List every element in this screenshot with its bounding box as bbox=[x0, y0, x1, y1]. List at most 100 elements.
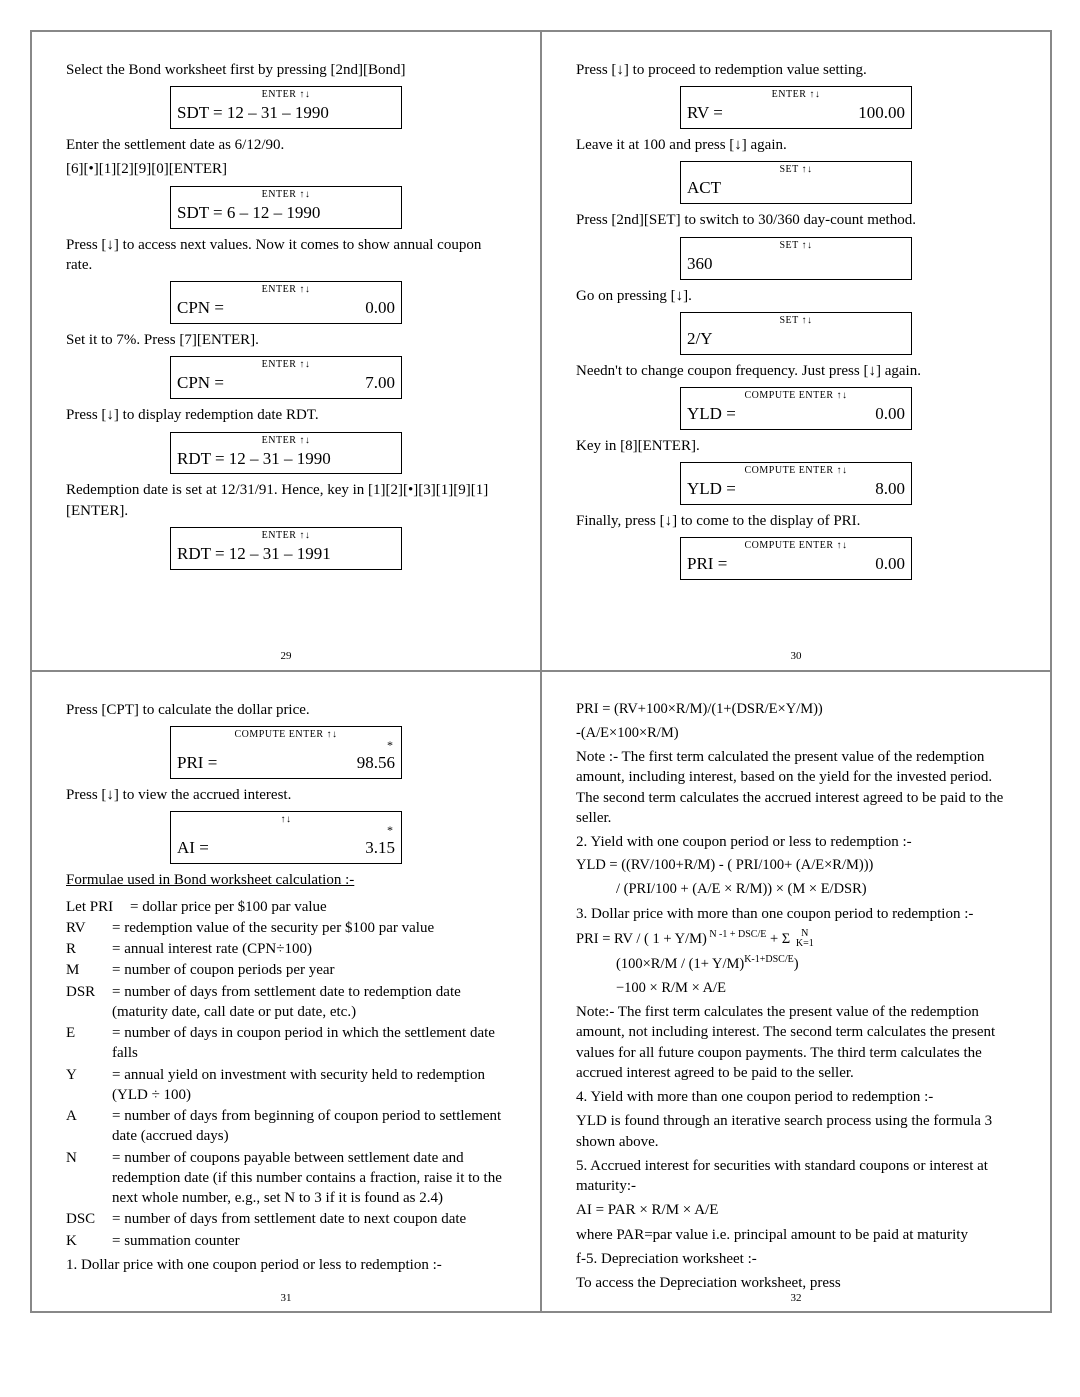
calc-header: ENTER ↑↓ bbox=[171, 433, 401, 446]
formula-text: (100×R/M / (1+ Y/M)K-1+DSC/E) bbox=[616, 953, 1016, 974]
page-number: 32 bbox=[542, 1291, 1050, 1306]
calc-header: ENTER ↑↓ bbox=[171, 528, 401, 541]
calc-display: COMPUTE ENTER ↑↓ YLD = 0.00 bbox=[680, 387, 912, 430]
calc-value-right: 7.00 bbox=[365, 372, 395, 395]
calc-header: ENTER ↑↓ bbox=[171, 187, 401, 200]
calc-value-left: CPN = bbox=[177, 372, 224, 395]
list-item-heading: 4. Yield with more than one coupon perio… bbox=[576, 1087, 1016, 1107]
note-text: Note :- The first term calculated the pr… bbox=[576, 747, 1016, 828]
formula-text: AI = PAR × R/M × A/E bbox=[576, 1200, 1016, 1220]
definition-key: RV bbox=[66, 918, 112, 938]
calc-value-right: 0.00 bbox=[875, 553, 905, 576]
formula-text: PRI = RV / ( 1 + Y/M) N -1 + DSC/E + Σ N… bbox=[576, 928, 1016, 950]
list-item-heading: 5. Accrued interest for securities with … bbox=[576, 1156, 1016, 1197]
page-30: Press [↓] to proceed to redemption value… bbox=[541, 31, 1051, 671]
calc-value: 360 bbox=[687, 253, 713, 276]
definition-value: = redemption value of the security per $… bbox=[112, 918, 506, 938]
calc-header: ENTER ↑↓ bbox=[171, 282, 401, 295]
definition-value: = number of days from settlement date to… bbox=[112, 1209, 506, 1229]
document-sheet: Select the Bond worksheet first by press… bbox=[30, 30, 1052, 1313]
definition-row: DSR= number of days from settlement date… bbox=[66, 982, 506, 1023]
definitions-list: Let PRI= dollar price per $100 par value… bbox=[66, 897, 506, 1251]
calc-header: SET ↑↓ bbox=[681, 238, 911, 251]
page-number: 30 bbox=[542, 649, 1050, 664]
list-item-heading: f-5. Depreciation worksheet :- bbox=[576, 1249, 1016, 1269]
calc-value-right: 98.56 bbox=[357, 752, 395, 775]
calc-value-left: PRI = bbox=[687, 553, 727, 576]
calc-value-left: CPN = bbox=[177, 297, 224, 320]
definition-value: = annual interest rate (CPN÷100) bbox=[112, 939, 506, 959]
calc-display: COMPUTE ENTER ↑↓ * PRI = 98.56 bbox=[170, 726, 402, 779]
calc-value-left: YLD = bbox=[687, 478, 736, 501]
calc-star-icon: * bbox=[171, 740, 401, 750]
definition-key: Let PRI bbox=[66, 897, 130, 917]
definition-value: = dollar price per $100 par value bbox=[130, 897, 506, 917]
definition-row: RV= redemption value of the security per… bbox=[66, 918, 506, 938]
definition-value: = number of days from settlement date to… bbox=[112, 982, 506, 1023]
definition-row: N= number of coupons payable between set… bbox=[66, 1148, 506, 1209]
calc-display: ENTER ↑↓ CPN = 0.00 bbox=[170, 281, 402, 324]
calc-value-left: RV = bbox=[687, 102, 723, 125]
instruction-text: Press [↓] to proceed to redemption value… bbox=[576, 60, 1016, 80]
instruction-text: Press [2nd][SET] to switch to 30/360 day… bbox=[576, 210, 1016, 230]
calc-value-left: YLD = bbox=[687, 403, 736, 426]
calc-header: ENTER ↑↓ bbox=[171, 87, 401, 100]
list-item-heading: 3. Dollar price with more than one coupo… bbox=[576, 904, 1016, 924]
page-number: 29 bbox=[32, 649, 540, 664]
body-text: where PAR=par value i.e. principal amoun… bbox=[576, 1225, 1016, 1245]
definition-key: R bbox=[66, 939, 112, 959]
calc-display: SET ↑↓ 360 bbox=[680, 237, 912, 280]
definition-key: DSR bbox=[66, 982, 112, 1023]
calc-display: ENTER ↑↓ RDT = 12 – 31 – 1990 bbox=[170, 432, 402, 475]
instruction-text: Leave it at 100 and press [↓] again. bbox=[576, 135, 1016, 155]
definition-value: = number of days in coupon period in whi… bbox=[112, 1023, 506, 1064]
calc-value: RDT = 12 – 31 – 1990 bbox=[177, 448, 331, 471]
instruction-text: Select the Bond worksheet first by press… bbox=[66, 60, 506, 80]
definition-row: R= annual interest rate (CPN÷100) bbox=[66, 939, 506, 959]
body-text: YLD is found through an iterative search… bbox=[576, 1111, 1016, 1152]
page-32: PRI = (RV+100×R/M)/(1+(DSR/E×Y/M)) -(A/E… bbox=[541, 671, 1051, 1312]
calc-value-left: AI = bbox=[177, 837, 209, 860]
calc-display: ENTER ↑↓ CPN = 7.00 bbox=[170, 356, 402, 399]
formula-text: PRI = (RV+100×R/M)/(1+(DSR/E×Y/M)) bbox=[576, 700, 1016, 720]
calc-value: RDT = 12 – 31 – 1991 bbox=[177, 543, 331, 566]
calc-display: ENTER ↑↓ RV = 100.00 bbox=[680, 86, 912, 129]
calc-value-right: 100.00 bbox=[858, 102, 905, 125]
list-item-heading: 2. Yield with one coupon period or less … bbox=[576, 832, 1016, 852]
list-item-heading: 1. Dollar price with one coupon period o… bbox=[66, 1255, 506, 1275]
definition-row: DSC= number of days from settlement date… bbox=[66, 1209, 506, 1229]
calc-header: ENTER ↑↓ bbox=[681, 87, 911, 100]
definition-row: E= number of days in coupon period in wh… bbox=[66, 1023, 506, 1064]
calc-value: SDT = 12 – 31 – 1990 bbox=[177, 102, 329, 125]
definition-key: M bbox=[66, 960, 112, 980]
page-31: Press [CPT] to calculate the dollar pric… bbox=[31, 671, 541, 1312]
instruction-text: Press [CPT] to calculate the dollar pric… bbox=[66, 700, 506, 720]
instruction-text: Needn't to change coupon frequency. Just… bbox=[576, 361, 1016, 381]
instruction-text: Finally, press [↓] to come to the displa… bbox=[576, 511, 1016, 531]
calc-header: COMPUTE ENTER ↑↓ bbox=[681, 538, 911, 551]
keystroke-text: [6][•][1][2][9][0][ENTER] bbox=[66, 159, 506, 179]
calc-display: ENTER ↑↓ SDT = 12 – 31 – 1990 bbox=[170, 86, 402, 129]
definition-key: DSC bbox=[66, 1209, 112, 1229]
calc-value: ACT bbox=[687, 177, 721, 200]
calc-header: COMPUTE ENTER ↑↓ bbox=[171, 727, 401, 740]
instruction-text: Enter the settlement date as 6/12/90. bbox=[66, 135, 506, 155]
calc-display: ENTER ↑↓ SDT = 6 – 12 – 1990 bbox=[170, 186, 402, 229]
definition-key: N bbox=[66, 1148, 112, 1209]
calc-header: ↑↓ bbox=[171, 812, 401, 825]
definition-value: = number of coupon periods per year bbox=[112, 960, 506, 980]
calc-display: COMPUTE ENTER ↑↓ PRI = 0.00 bbox=[680, 537, 912, 580]
formula-text: / (PRI/100 + (A/E × R/M)) × (M × E/DSR) bbox=[616, 880, 1016, 900]
calc-header: COMPUTE ENTER ↑↓ bbox=[681, 463, 911, 476]
instruction-text: Key in [8][ENTER]. bbox=[576, 436, 1016, 456]
instruction-text: Press [↓] to display redemption date RDT… bbox=[66, 405, 506, 425]
definition-value: = annual yield on investment with securi… bbox=[112, 1065, 506, 1106]
formula-text: YLD = ((RV/100+R/M) - ( PRI/100+ (A/E×R/… bbox=[576, 856, 1016, 876]
page-number: 31 bbox=[32, 1291, 540, 1306]
calc-value-right: 0.00 bbox=[365, 297, 395, 320]
definition-key: A bbox=[66, 1106, 112, 1147]
definition-row: M= number of coupon periods per year bbox=[66, 960, 506, 980]
definition-key: K bbox=[66, 1231, 112, 1251]
calc-display: SET ↑↓ ACT bbox=[680, 161, 912, 204]
calc-value: 2/Y bbox=[687, 328, 713, 351]
